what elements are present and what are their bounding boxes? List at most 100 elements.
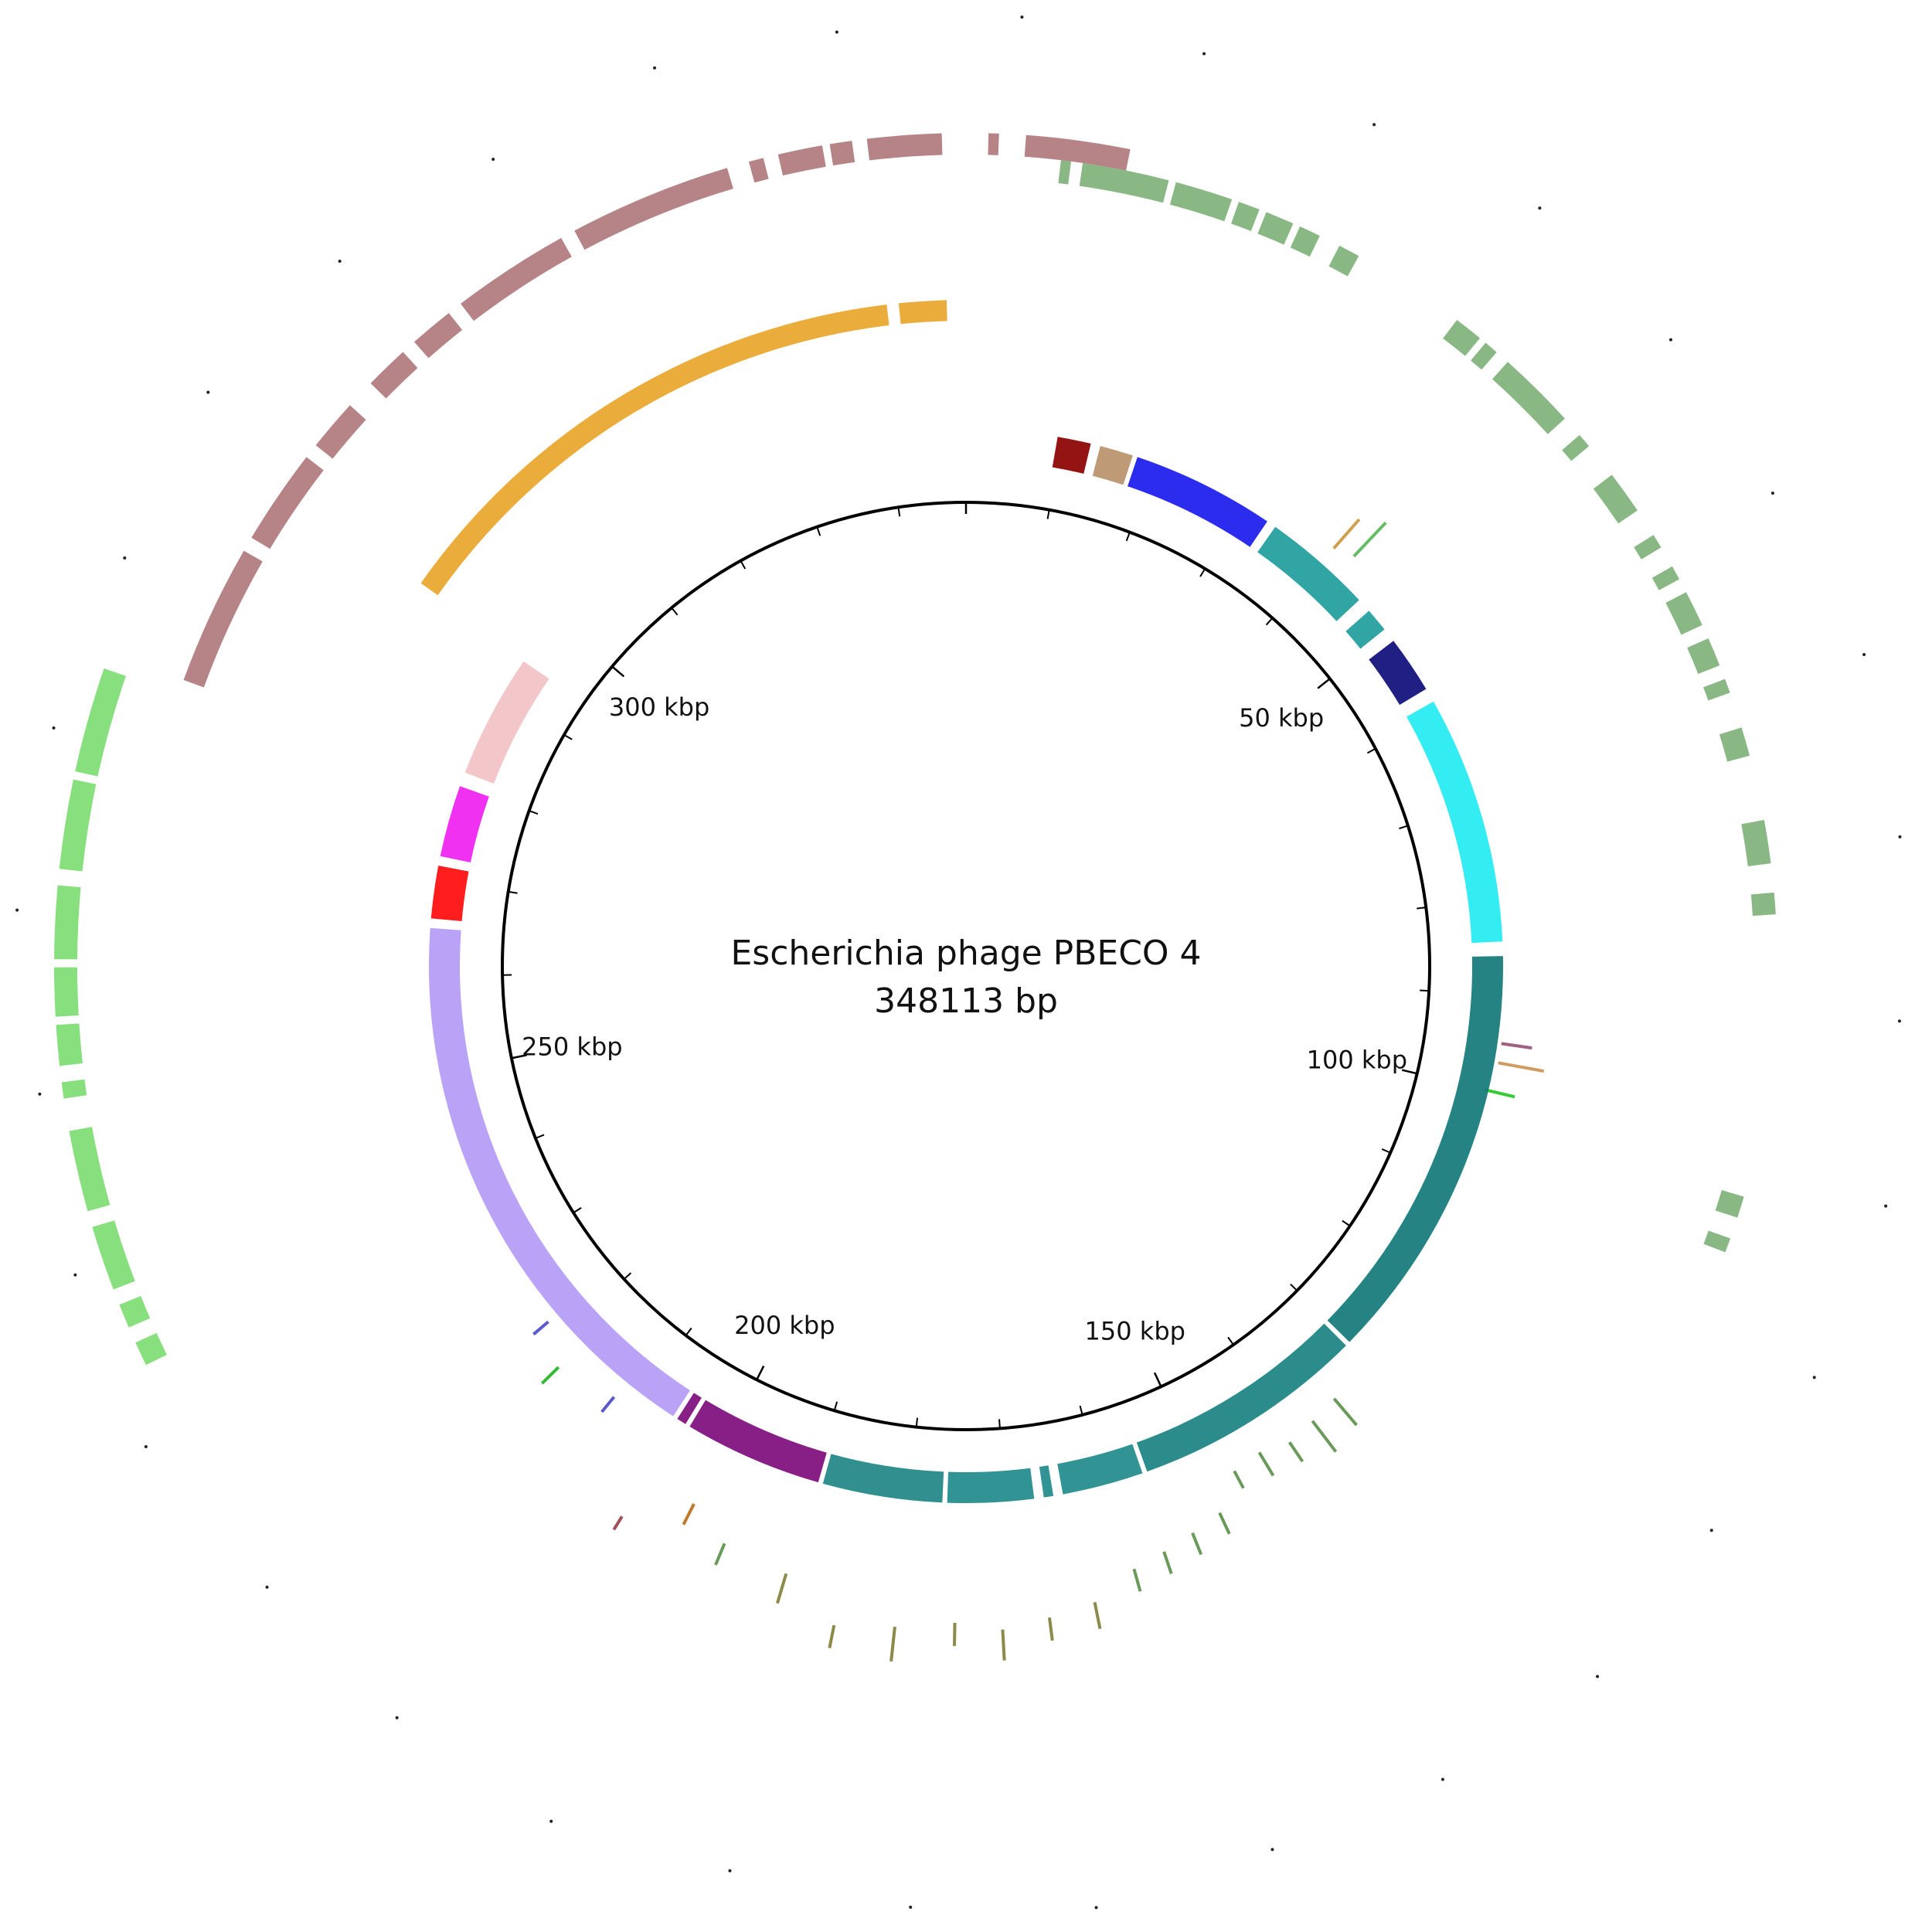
major-tick <box>1153 1372 1162 1387</box>
outer-dot <box>38 1092 42 1096</box>
minor-tick <box>1199 568 1206 577</box>
mauve-block <box>866 133 943 161</box>
minor-tick <box>1125 532 1131 542</box>
bright-green-block <box>119 1296 151 1328</box>
organism-name: Escherichia phage PBECO 4 <box>730 934 1201 973</box>
mauve-block <box>829 141 855 166</box>
outer-dot <box>1538 206 1542 210</box>
major-tick <box>511 1054 527 1060</box>
green-block <box>1719 727 1750 762</box>
mauve-block <box>777 145 826 176</box>
green-block <box>1079 162 1169 203</box>
scatter-mark <box>1218 1512 1231 1535</box>
contig-block <box>947 1468 1035 1504</box>
outer-dot <box>1812 1376 1816 1379</box>
mauve-block <box>183 550 263 688</box>
outer-dot <box>1372 123 1376 127</box>
scatter-mark <box>682 1503 696 1526</box>
contig-block <box>1057 1444 1143 1495</box>
bright-green-block <box>59 779 97 872</box>
minor-tick <box>1381 1148 1391 1154</box>
minor-tick <box>1366 747 1376 754</box>
scatter-mark <box>540 1366 560 1385</box>
minor-tick <box>1079 1405 1083 1416</box>
tick-label: 100 kbp <box>1307 1046 1407 1075</box>
green-block <box>1328 245 1359 277</box>
scatter-mark <box>1001 1629 1006 1661</box>
bright-green-block <box>92 1220 135 1290</box>
green-block <box>1634 535 1662 560</box>
scatter-mark <box>1093 1601 1102 1630</box>
minor-tick <box>1227 1336 1234 1345</box>
orange-block <box>898 300 947 325</box>
contig-block <box>1345 611 1385 649</box>
outer-dot <box>1440 1777 1444 1781</box>
scatter-mark <box>828 1624 836 1648</box>
minor-tick <box>1265 617 1274 626</box>
contig-block <box>1136 1323 1346 1472</box>
scatter-mark <box>714 1543 726 1566</box>
outer-dot <box>1770 492 1774 495</box>
contig-block <box>1406 701 1503 944</box>
contig-block <box>1092 446 1133 485</box>
outer-dot <box>265 1585 269 1589</box>
contig-block <box>429 927 690 1417</box>
minor-tick <box>1399 825 1409 830</box>
contig-block <box>1128 457 1267 547</box>
scatter-mark <box>1501 1042 1532 1050</box>
outer-dot <box>909 1905 913 1909</box>
bright-green-block <box>75 668 126 777</box>
minor-tick <box>529 810 539 815</box>
green-block <box>1257 212 1294 245</box>
green-block <box>1715 1189 1744 1218</box>
green-block <box>1651 566 1680 590</box>
green-outer-ring <box>1058 160 1776 1253</box>
outer-dot <box>395 1716 399 1719</box>
outer-dot <box>1020 15 1024 19</box>
scatter-mark <box>776 1573 788 1604</box>
scatter-mark <box>1311 1420 1338 1453</box>
outer-dot <box>1270 1848 1274 1852</box>
minor-tick <box>563 734 573 740</box>
green-block <box>1687 638 1720 675</box>
major-tick <box>1401 1069 1417 1075</box>
bright-green-block <box>61 1079 87 1099</box>
outer-dot <box>1596 1675 1600 1679</box>
contig-block <box>464 661 549 784</box>
mauve-block <box>1024 134 1131 171</box>
minor-tick <box>897 507 901 517</box>
minor-tick <box>623 1272 632 1280</box>
scatter-mark <box>1047 1617 1054 1641</box>
scatter-mark <box>1332 1397 1358 1427</box>
tick-label: 300 kbp <box>609 692 709 722</box>
minor-tick <box>685 1327 692 1336</box>
scatter-mark <box>1191 1532 1203 1556</box>
minor-tick <box>1290 1283 1298 1291</box>
green-block <box>1703 1230 1731 1253</box>
outer-dot <box>1897 1019 1901 1023</box>
outer-dot <box>123 556 127 560</box>
mauve-block <box>251 457 324 549</box>
major-tick <box>611 665 625 678</box>
outer-dot <box>338 260 342 264</box>
contig-block <box>430 866 469 921</box>
green-block <box>1492 362 1566 434</box>
outer-dot <box>653 66 657 70</box>
mauve-block <box>461 237 572 321</box>
scatter-mark <box>1287 1441 1304 1463</box>
outer-dot <box>73 1273 77 1277</box>
contig-block <box>677 1393 702 1424</box>
minor-tick <box>740 560 747 570</box>
bright-green-ring <box>54 668 167 1366</box>
green-block <box>1169 182 1233 222</box>
contig-block <box>1039 1465 1054 1498</box>
mauve-block <box>988 133 999 155</box>
green-block <box>1750 892 1776 917</box>
minor-tick <box>573 1207 582 1214</box>
outer-dot <box>549 1819 553 1823</box>
outer-dot <box>1668 338 1672 342</box>
major-tick <box>756 1366 765 1380</box>
outer-dot <box>1202 52 1206 56</box>
green-block <box>1562 434 1590 461</box>
contig-block <box>1327 956 1503 1342</box>
